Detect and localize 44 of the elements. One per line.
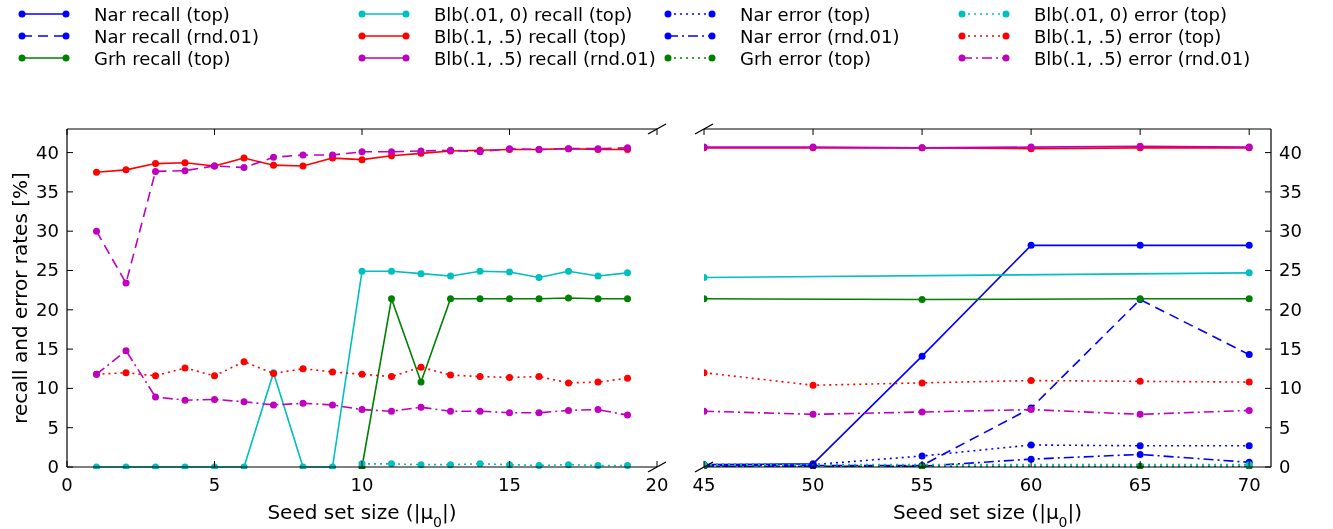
y-tick-label: 35 [36,180,59,202]
x-tick-label: 0 [61,474,73,495]
y-tick-label: 15 [36,338,59,360]
legend-label: Nar error (top) [740,4,871,25]
y-tick-label: 5 [1279,416,1291,438]
y-tick-label: 0 [1279,456,1291,477]
legend-label: Blb(.01, 0) error (top) [1034,4,1227,25]
legend-label: Blb(.1, .5) recall (rnd.01) [434,48,656,69]
y-axis-title: recall and error rates [%] [8,172,32,424]
legend-label: Nar recall (rnd.01) [94,26,259,47]
x-axis-title: Seed set size (|μ$_{0}$|) [267,500,457,529]
x-axis-title: Seed set size (|μ$_{0}$|) [892,500,1083,529]
x-tick-label: 65 [1128,474,1152,495]
x-tick-label: 60 [1019,474,1043,495]
x-tick-label: 55 [910,474,934,495]
x-tick-label: 70 [1237,474,1261,495]
x-tick-label: 10 [350,474,374,495]
y-tick-label: 30 [36,220,59,242]
legend-label: Blb(.1, .5) error (rnd.01) [1034,48,1251,69]
legend-label: Blb(.01, 0) recall (top) [434,4,633,25]
legend-label: Grh error (top) [740,48,872,69]
y-tick-label: 5 [47,416,59,438]
legend-label: Blb(.1, .5) error (top) [1034,26,1222,47]
x-tick-label: 15 [498,474,521,495]
y-tick-label: 15 [1279,338,1302,360]
y-tick-label: 10 [1279,377,1302,399]
y-tick-label: 30 [1279,220,1302,242]
y-tick-label: 40 [1279,141,1302,163]
x-tick-label: 50 [801,474,825,495]
y-tick-label: 20 [36,298,59,320]
y-tick-label: 20 [1279,298,1302,320]
y-tick-label: 25 [1279,259,1302,281]
y-tick-label: 35 [1279,180,1302,202]
y-tick-label: 0 [47,456,59,477]
legend-label: Nar error (rnd.01) [740,26,900,47]
y-tick-label: 40 [36,141,59,163]
legend-label: Blb(.1, .5) recall (top) [434,26,627,47]
legend-label: Nar recall (top) [94,4,230,25]
x-tick-label: 5 [208,474,221,495]
y-tick-label: 25 [36,259,59,281]
y-tick-label: 10 [36,377,59,399]
legend-label: Grh recall (top) [94,48,231,69]
x-tick-label: 45 [692,474,716,495]
x-tick-label: 20 [645,474,669,495]
